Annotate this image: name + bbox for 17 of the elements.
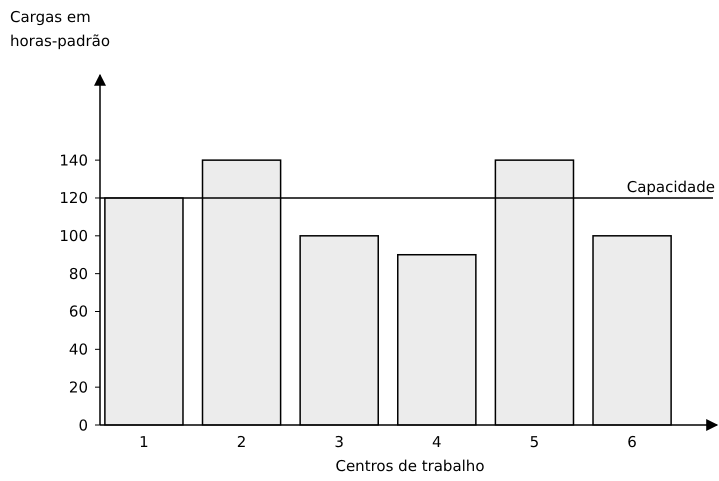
x-tick-label: 3: [334, 433, 344, 451]
x-tick-label: 1: [139, 433, 149, 451]
x-tick-label: 6: [627, 433, 637, 451]
y-tick-label: 140: [59, 151, 88, 170]
y-tick-label: 20: [68, 378, 88, 396]
x-axis-title: Centros de trabalho: [335, 457, 485, 475]
x-tick-label: 4: [432, 433, 442, 451]
ref-line-label: Capacidade: [626, 178, 715, 196]
y-tick-label: 120: [59, 189, 88, 208]
y-tick-label: 60: [68, 302, 88, 321]
y-tick-label: 0: [78, 416, 88, 434]
x-tick-label: 2: [236, 433, 246, 451]
x-tick-label: 5: [530, 433, 540, 451]
y-tick-label: 80: [68, 264, 88, 283]
y-tick-label: 40: [68, 340, 88, 359]
y-tick-label: 100: [59, 227, 88, 246]
y-axis-title: Cargas em horas-padrão: [10, 8, 110, 50]
